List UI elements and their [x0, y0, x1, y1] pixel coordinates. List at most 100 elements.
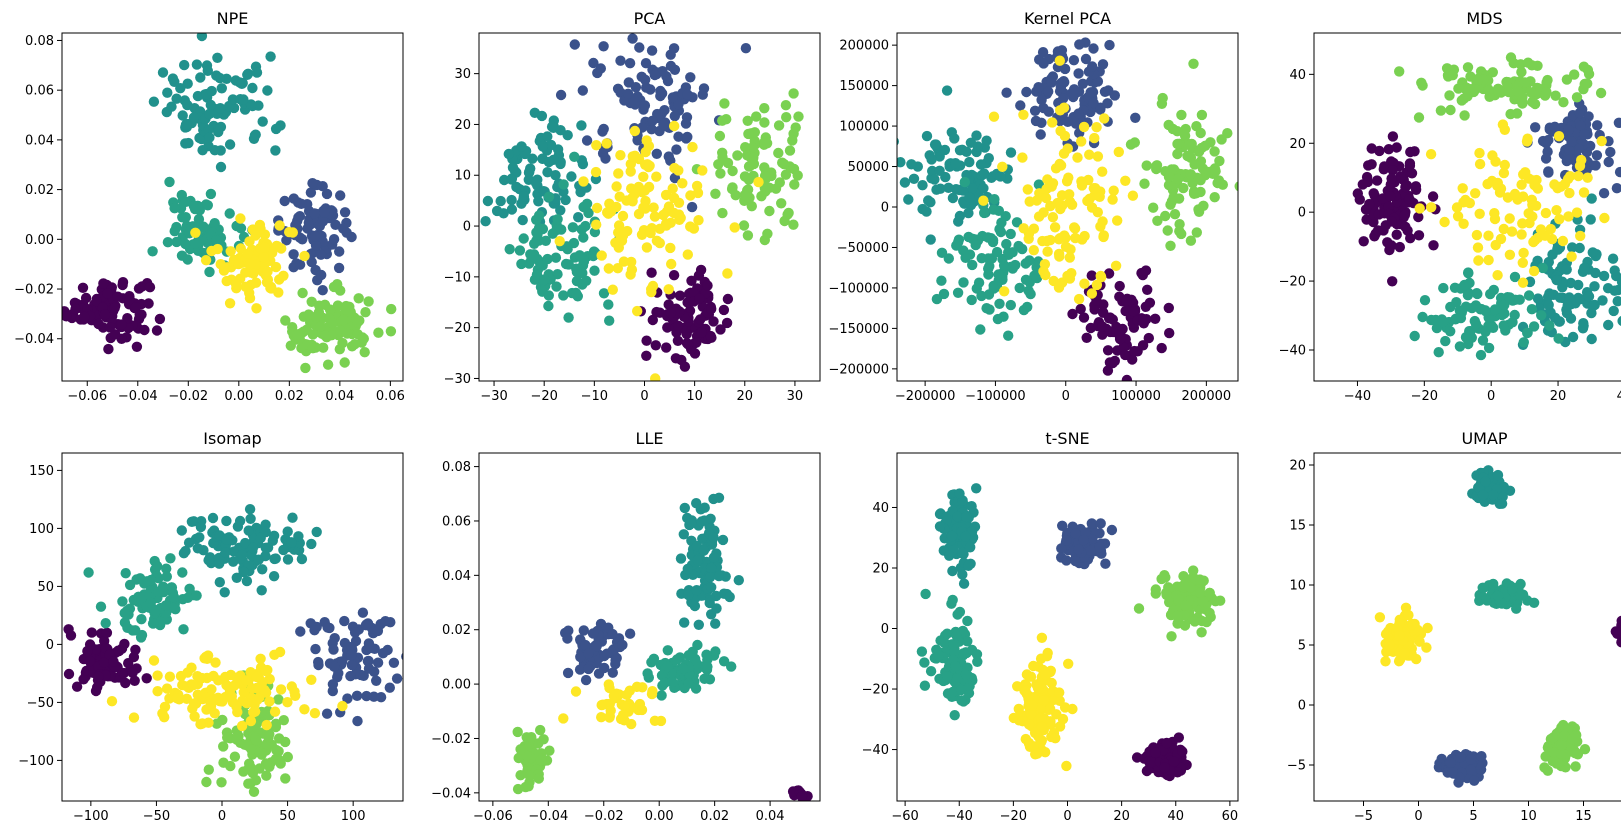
scatter-point: [598, 41, 609, 52]
scatter-point: [773, 120, 785, 131]
scatter-point: [253, 554, 264, 565]
scatter-point: [275, 684, 287, 695]
scatter-point: [1215, 595, 1226, 606]
scatter-point: [1061, 760, 1072, 772]
scatter-point: [1564, 187, 1575, 199]
scatter-point: [152, 670, 163, 681]
scatter-point: [1014, 282, 1025, 294]
scatter-point: [538, 734, 549, 745]
scatter-point: [960, 531, 971, 542]
y-tick-label: −40: [1279, 343, 1306, 358]
scatter-point: [217, 714, 228, 726]
scatter-point: [550, 252, 562, 263]
scatter-point: [148, 655, 160, 666]
scatter-point: [1578, 320, 1589, 331]
x-tick-label: −0.06: [473, 809, 513, 824]
scatter-point: [1140, 265, 1152, 276]
scatter-point: [1478, 582, 1489, 594]
scatter-point: [391, 673, 403, 684]
scatter-point: [207, 512, 219, 524]
scatter-point: [1163, 171, 1175, 183]
y-tick-label: 0: [1298, 206, 1306, 221]
scatter-point: [1197, 595, 1208, 607]
scatter-point: [1038, 58, 1049, 69]
scatter-point: [104, 322, 116, 333]
scatter-point: [958, 578, 970, 589]
scatter-point: [373, 327, 384, 338]
scatter-point: [710, 188, 721, 199]
scatter-point: [529, 238, 540, 249]
scatter-point: [1114, 333, 1126, 345]
scatter-point: [296, 198, 307, 209]
scatter-point: [1437, 316, 1449, 328]
scatter-point: [1419, 295, 1431, 306]
scatter-point: [656, 88, 668, 99]
scatter-point: [188, 112, 200, 123]
scatter-point: [70, 303, 81, 315]
scatter-point: [1024, 196, 1035, 207]
scatter-point: [339, 357, 350, 368]
scatter-point: [1561, 264, 1572, 275]
scatter-point: [386, 303, 397, 315]
x-tick-label: 0: [1063, 809, 1071, 824]
scatter-point: [575, 651, 586, 663]
scatter-point: [1005, 147, 1017, 158]
scatter-point: [1163, 302, 1175, 314]
chart-title: MDS: [1466, 9, 1502, 28]
scatter-point: [1543, 299, 1554, 311]
x-tick-label: −20: [530, 389, 557, 404]
scatter-point: [1445, 757, 1457, 768]
scatter-point: [685, 518, 697, 529]
scatter-point: [706, 582, 717, 593]
scatter-point: [617, 639, 628, 651]
scatter-point: [776, 198, 787, 209]
scatter-point: [1516, 179, 1527, 190]
scatter-point: [1541, 86, 1552, 98]
scatter-point: [975, 324, 986, 335]
scatter-point: [1579, 262, 1590, 274]
scatter-point: [239, 739, 250, 750]
scatter-point: [618, 256, 630, 267]
scatter-point: [530, 177, 542, 189]
scatter-point: [195, 72, 206, 83]
scatter-point: [1586, 193, 1597, 204]
scatter-point: [783, 207, 794, 219]
scatter-point: [388, 657, 400, 668]
scatter-point: [171, 93, 182, 104]
scatter-point: [958, 185, 969, 196]
chart-title: LLE: [636, 429, 664, 448]
scatter-point: [1097, 216, 1108, 227]
scatter-point: [751, 111, 762, 122]
scatter-point: [539, 274, 550, 285]
scatter-point: [677, 178, 688, 189]
scatter-point: [1078, 121, 1090, 133]
scatter-point: [1539, 762, 1550, 773]
scatter-point: [1473, 255, 1484, 266]
scatter-point: [151, 561, 162, 572]
scatter-point: [157, 67, 169, 78]
scatter-point: [702, 661, 713, 672]
scatter-point: [338, 314, 349, 326]
scatter-point: [201, 704, 212, 715]
scatter-point: [310, 240, 322, 251]
scatter-point: [943, 182, 954, 193]
scatter-point: [927, 165, 938, 177]
scatter-point: [1084, 149, 1095, 160]
scatter-point: [197, 145, 208, 156]
x-tick-label: 20: [1550, 389, 1567, 404]
scatter-point: [740, 142, 751, 153]
scatter-point: [958, 277, 969, 288]
scatter-point: [273, 733, 285, 744]
scatter-point: [1569, 69, 1580, 80]
scatter-point: [933, 650, 944, 661]
x-tick-label: 100000: [1111, 389, 1161, 404]
scatter-point: [1102, 365, 1114, 376]
scatter-point: [953, 216, 964, 227]
scatter-point: [1042, 647, 1053, 659]
scatter-point: [646, 267, 657, 278]
scatter-point: [360, 307, 371, 318]
scatter-point: [663, 201, 675, 212]
scatter-point: [1054, 687, 1065, 698]
scatter-point: [495, 195, 506, 207]
scatter-point: [1579, 129, 1590, 140]
